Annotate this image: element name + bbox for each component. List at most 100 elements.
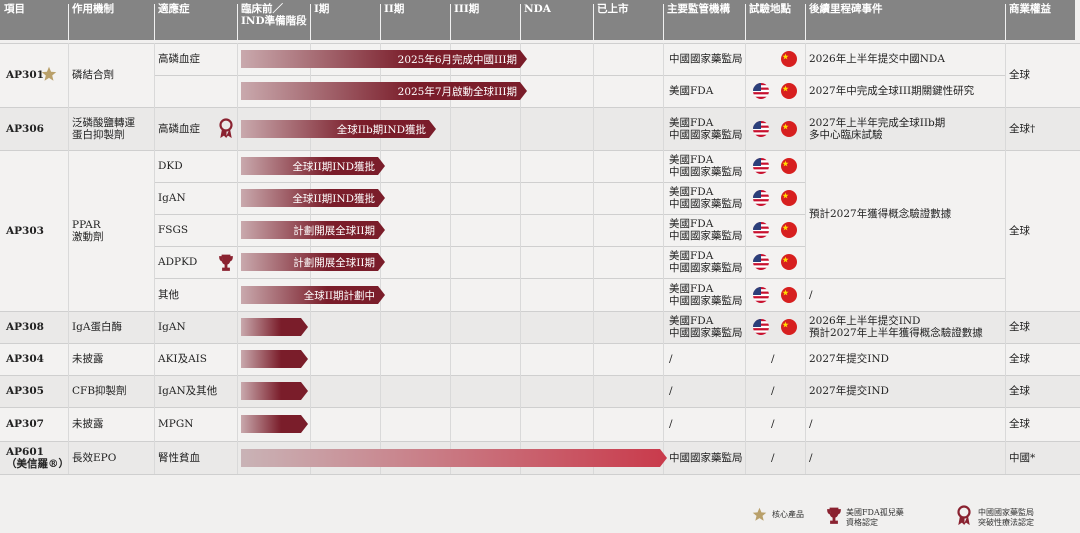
pipeline-bar-3: 全球II期IND獲批	[241, 157, 385, 175]
pipeline-bar-8	[241, 318, 308, 336]
rights-label: 全球	[1009, 69, 1030, 81]
column-divider	[745, 43, 746, 474]
sites-label: /	[771, 353, 775, 365]
china-flag-icon	[781, 190, 797, 206]
indication-label: 其他	[158, 289, 179, 301]
star-icon	[752, 507, 767, 522]
us-flag-icon	[753, 319, 769, 335]
row-divider	[0, 311, 1080, 312]
header-divider	[593, 4, 594, 41]
header-cell-6: III期	[450, 0, 520, 40]
regulator-label: 美國FDA 中國國家藥監局	[669, 117, 743, 141]
header-divider	[154, 4, 155, 41]
mechanism-label: IgA蛋白酶	[72, 321, 122, 333]
mechanism-label: CFB抑製劑	[72, 385, 127, 397]
china-flag-icon	[781, 83, 797, 99]
row-divider	[0, 441, 1080, 442]
sub-row-divider	[154, 75, 1005, 76]
header-cell-5: II期	[380, 0, 450, 40]
header-divider	[380, 4, 381, 41]
row-divider	[0, 375, 1080, 376]
pipeline-bar-0: 2025年6月完成中國III期	[241, 50, 527, 68]
milestone-label: /	[809, 452, 813, 464]
sub-row-divider	[154, 246, 805, 247]
regulator-label: /	[669, 418, 673, 430]
us-flag-icon	[753, 254, 769, 270]
rights-label: 全球†	[1009, 123, 1036, 135]
milestone-label: 2026年上半年提交中國NDA	[809, 53, 945, 65]
row-band	[0, 311, 1080, 343]
pipeline-bar-7: 全球II期計劃中	[241, 286, 385, 304]
column-divider	[68, 43, 69, 474]
regulator-label: 美國FDA 中國國家藥監局	[669, 315, 743, 339]
award-ribbon-icon	[218, 118, 234, 139]
row-divider	[0, 407, 1080, 408]
milestone-label: /	[809, 418, 813, 430]
award-ribbon-icon	[956, 505, 972, 526]
header-cell-1: 作用機制	[68, 0, 154, 40]
regulator-label: 美國FDA 中國國家藥監局	[669, 218, 743, 242]
column-divider	[237, 43, 238, 474]
indication-label: 高磷血症	[158, 123, 200, 135]
header-divider	[520, 4, 521, 41]
indication-label: DKD	[158, 160, 183, 172]
indication-label: FSGS	[158, 224, 189, 236]
pipeline-bar-11	[241, 415, 308, 433]
row-divider	[0, 150, 1080, 151]
mechanism-label: PPAR 激動劑	[72, 219, 104, 243]
pipeline-bar-9	[241, 350, 308, 368]
china-flag-icon	[781, 121, 797, 137]
project-code: AP306	[6, 123, 44, 135]
regulator-label: 中國國家藥監局	[669, 53, 743, 65]
header-divider	[237, 4, 238, 41]
us-flag-icon	[753, 83, 769, 99]
row-band	[0, 343, 1080, 375]
indication-label: ADPKD	[158, 256, 198, 268]
sub-row-divider	[154, 182, 805, 183]
row-band	[0, 407, 1080, 441]
project-code: AP304	[6, 353, 44, 365]
project-code: AP601 （美信羅®）	[6, 446, 69, 470]
row-divider	[0, 107, 1080, 108]
china-flag-icon	[781, 287, 797, 303]
regulator-label: 美國FDA 中國國家藥監局	[669, 186, 743, 210]
pipeline-bar-6: 計劃開展全球II期	[241, 253, 385, 271]
pipeline-bar-label: 計劃開展全球II期	[293, 256, 375, 269]
pipeline-bar-label: 計劃開展全球II期	[293, 224, 375, 237]
mechanism-label: 長效EPO	[72, 452, 117, 464]
pipeline-bar-label: 全球II期IND獲批	[292, 160, 375, 173]
indication-label: IgAN及其他	[158, 385, 218, 397]
project-code: AP307	[6, 418, 44, 430]
header-divider	[1005, 4, 1006, 41]
pipeline-bar-1: 2025年7月啟動全球III期	[241, 82, 527, 100]
milestone-label: 2026年上半年提交IND 預計2027年上半年獲得概念驗證數據	[809, 315, 983, 339]
row-divider	[0, 43, 1080, 44]
project-code: AP308	[6, 321, 44, 333]
row-divider	[0, 343, 1080, 344]
header-cell-11: 後續里程碑事件	[805, 0, 1005, 40]
pipeline-bar-label: 全球IIb期IND獲批	[336, 123, 426, 136]
sub-row-divider	[154, 214, 805, 215]
pipeline-bar-4: 全球II期IND獲批	[241, 189, 385, 207]
header-cell-2: 適應症	[154, 0, 237, 40]
sites-label: /	[771, 452, 775, 464]
us-flag-icon	[753, 190, 769, 206]
pipeline-bar-label: 全球II期IND獲批	[292, 192, 375, 205]
header-divider	[450, 4, 451, 41]
milestone-label: 預計2027年獲得概念驗證數據	[809, 208, 952, 220]
column-divider	[1005, 43, 1006, 474]
indication-label: 腎性貧血	[158, 452, 200, 464]
regulator-label: 美國FDA 中國國家藥監局	[669, 283, 743, 307]
rights-label: 中國*	[1009, 452, 1036, 464]
column-divider	[520, 43, 521, 474]
trophy-icon	[218, 254, 234, 272]
row-band	[0, 107, 1080, 150]
mechanism-label: 未披露	[72, 353, 104, 365]
regulator-label: 中國國家藥監局	[669, 452, 743, 464]
sub-row-divider	[154, 278, 1005, 279]
legend-core-label: 核心產品	[772, 510, 804, 519]
header-divider	[745, 4, 746, 41]
trophy-icon	[826, 507, 842, 525]
header-cell-8: 已上市	[593, 0, 663, 40]
